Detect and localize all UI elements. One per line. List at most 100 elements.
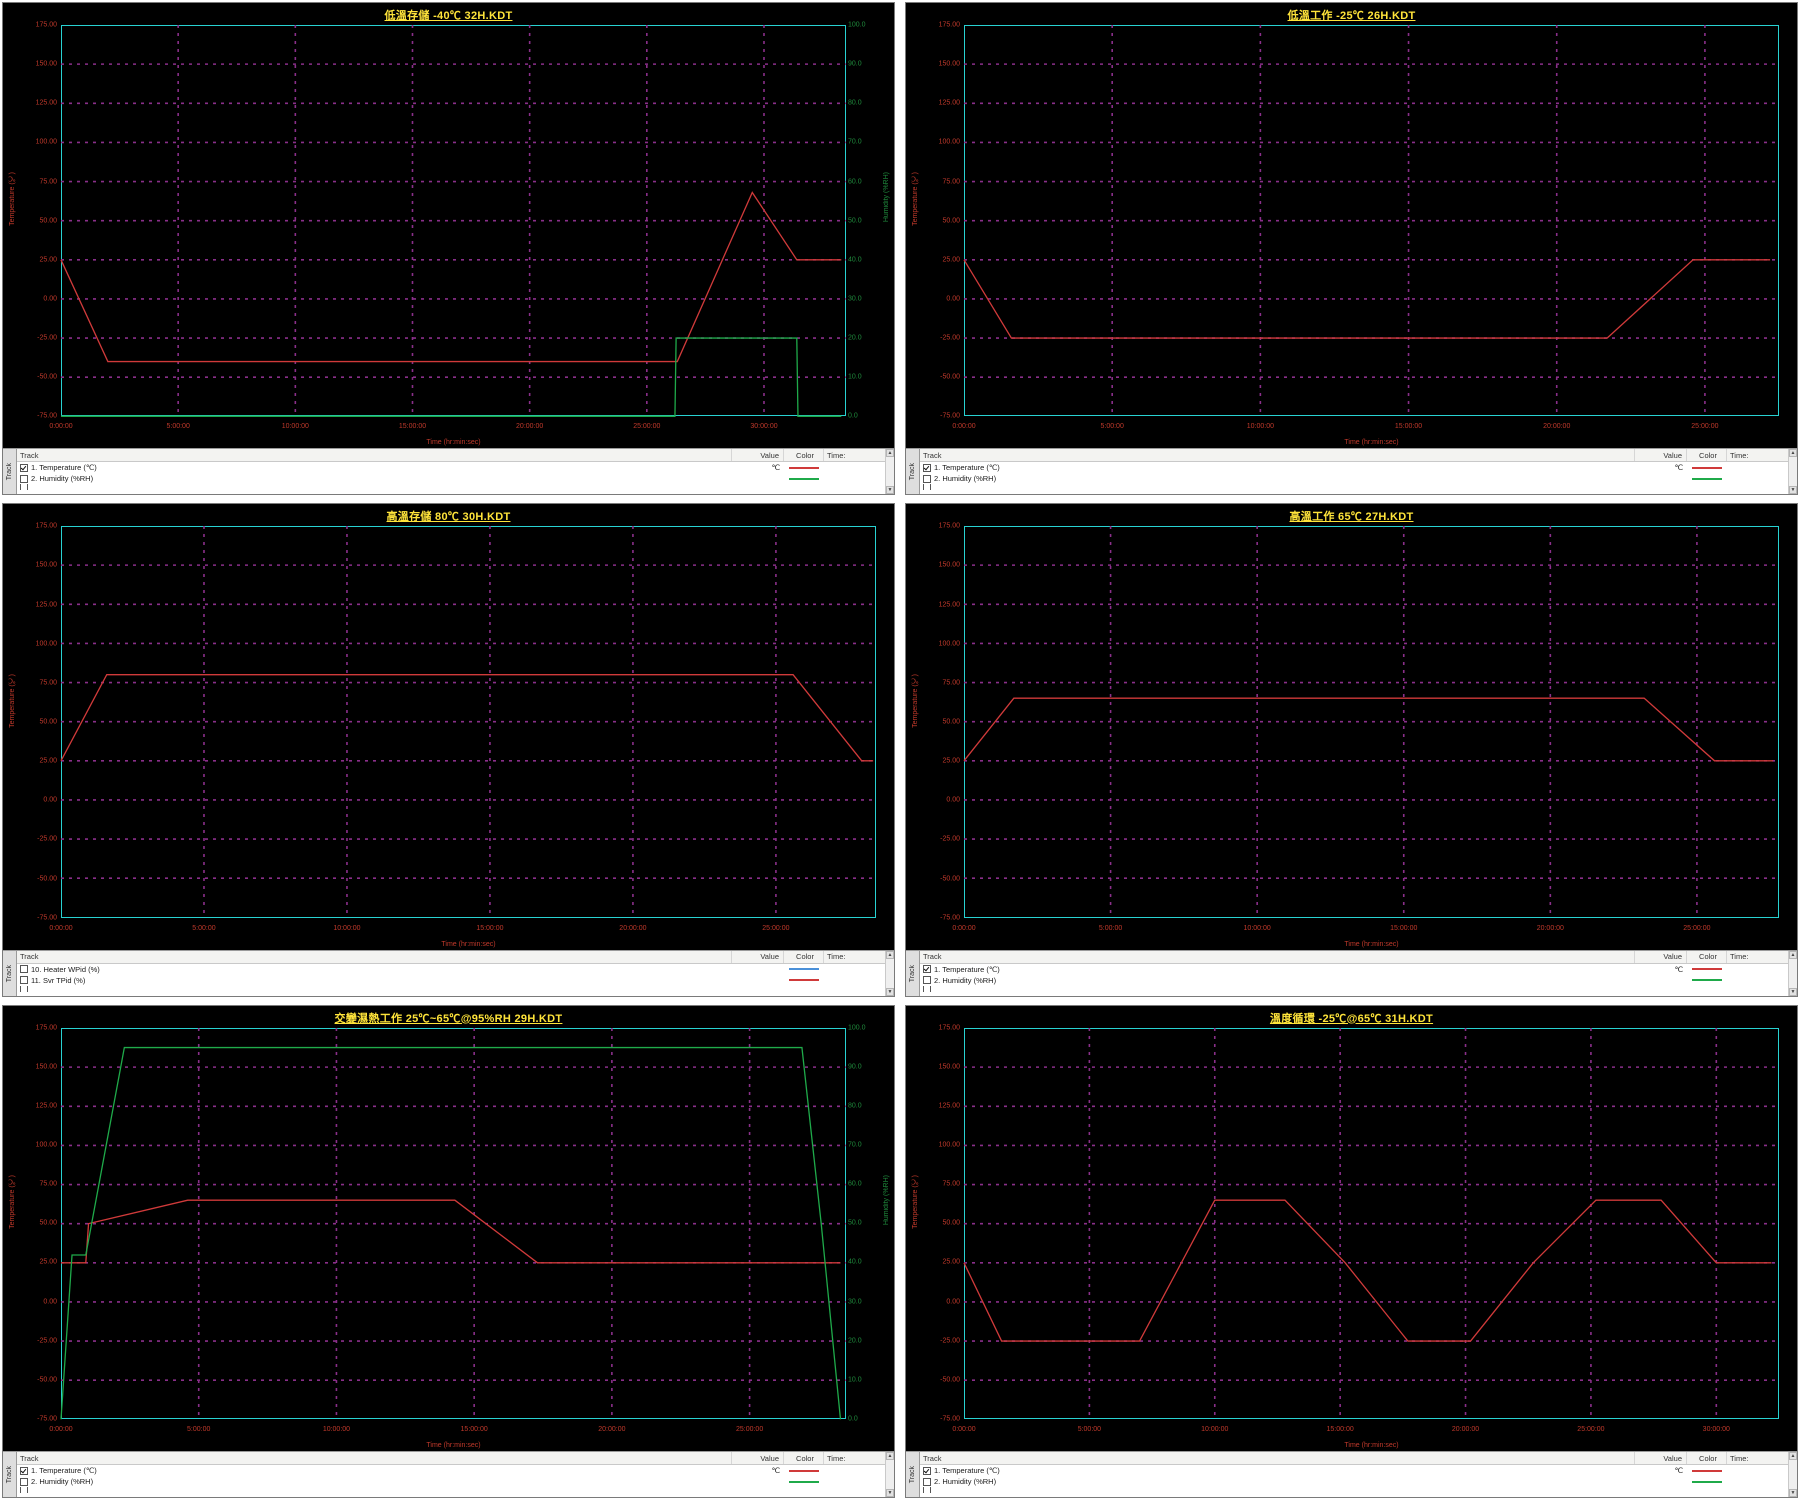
scroll-up-icon[interactable]: ▲ bbox=[1789, 1452, 1797, 1460]
x-tick-label: 15:00:00 bbox=[460, 1426, 488, 1433]
track-tab[interactable]: Track bbox=[906, 1452, 920, 1497]
column-header-value[interactable]: Value bbox=[1635, 950, 1687, 963]
track-table-scrollbar[interactable]: ▲ ▼ bbox=[1788, 950, 1797, 996]
track-table-scrollbar[interactable]: ▲ ▼ bbox=[885, 1452, 894, 1497]
track-tab[interactable]: Track bbox=[3, 950, 17, 996]
track-checkbox[interactable] bbox=[20, 474, 28, 483]
track-row-partial[interactable] bbox=[920, 1487, 1797, 1493]
track-row-partial[interactable] bbox=[920, 484, 1797, 491]
track-color-cell[interactable] bbox=[784, 466, 824, 469]
y-tick-label: 175.00 bbox=[35, 522, 57, 530]
track-row[interactable]: 1. Temperature (℃) ℃ bbox=[17, 1465, 894, 1476]
column-header-color[interactable]: Color bbox=[784, 449, 824, 462]
column-header-value[interactable]: Value bbox=[732, 1452, 784, 1464]
track-color-cell[interactable] bbox=[1687, 979, 1727, 982]
track-row[interactable]: 2. Humidity (%RH) bbox=[920, 1476, 1797, 1487]
scroll-up-icon[interactable]: ▲ bbox=[1789, 950, 1797, 959]
track-tab[interactable]: Track bbox=[3, 449, 17, 495]
track-row-partial[interactable] bbox=[17, 985, 894, 992]
scroll-down-icon[interactable]: ▼ bbox=[1789, 486, 1797, 495]
column-header-time[interactable]: Time: bbox=[824, 449, 894, 462]
track-checkbox[interactable] bbox=[20, 985, 28, 992]
track-table-scrollbar[interactable]: ▲ ▼ bbox=[885, 950, 894, 996]
column-header-value[interactable]: Value bbox=[1635, 449, 1687, 462]
column-header-color[interactable]: Color bbox=[1687, 1452, 1727, 1464]
scroll-up-icon[interactable]: ▲ bbox=[1789, 449, 1797, 458]
column-header-track[interactable]: Track bbox=[17, 1452, 732, 1464]
track-row[interactable]: 1. Temperature (℃) ℃ bbox=[17, 462, 894, 473]
track-color-cell[interactable] bbox=[1687, 466, 1727, 469]
column-header-value[interactable]: Value bbox=[732, 449, 784, 462]
column-header-track[interactable]: Track bbox=[920, 950, 1635, 963]
column-header-value[interactable]: Value bbox=[732, 950, 784, 963]
column-header-color[interactable]: Color bbox=[1687, 950, 1727, 963]
track-row[interactable]: 2. Humidity (%RH) bbox=[17, 473, 894, 484]
track-checkbox[interactable] bbox=[923, 985, 931, 992]
column-header-time[interactable]: Time: bbox=[1727, 449, 1797, 462]
column-header-color[interactable]: Color bbox=[1687, 449, 1727, 462]
track-table-scrollbar[interactable]: ▲ ▼ bbox=[1788, 449, 1797, 495]
column-header-color[interactable]: Color bbox=[784, 1452, 824, 1464]
track-checkbox[interactable] bbox=[923, 1487, 931, 1493]
track-row[interactable]: 1. Temperature (℃) ℃ bbox=[920, 462, 1797, 473]
track-color-cell[interactable] bbox=[784, 979, 824, 982]
column-header-time[interactable]: Time: bbox=[824, 950, 894, 963]
track-color-cell[interactable] bbox=[1687, 968, 1727, 971]
track-row-partial[interactable] bbox=[17, 484, 894, 491]
track-row[interactable]: 2. Humidity (%RH) bbox=[920, 473, 1797, 484]
track-checkbox[interactable] bbox=[20, 965, 28, 974]
column-header-value[interactable]: Value bbox=[1635, 1452, 1687, 1464]
track-checkbox[interactable] bbox=[923, 484, 931, 491]
track-color-cell[interactable] bbox=[1687, 477, 1727, 480]
track-checkbox[interactable] bbox=[20, 463, 28, 472]
track-checkbox[interactable] bbox=[923, 474, 931, 483]
scroll-up-icon[interactable]: ▲ bbox=[886, 449, 894, 458]
track-tab[interactable]: Track bbox=[3, 1452, 17, 1497]
track-row[interactable]: 1. Temperature (℃) ℃ bbox=[920, 1465, 1797, 1476]
track-checkbox[interactable] bbox=[20, 1466, 28, 1475]
track-color-cell[interactable] bbox=[784, 1469, 824, 1472]
track-row[interactable]: 1. Temperature (℃) ℃ bbox=[920, 964, 1797, 975]
column-header-time[interactable]: Time: bbox=[824, 1452, 894, 1464]
scroll-down-icon[interactable]: ▼ bbox=[886, 486, 894, 495]
track-row[interactable]: 10. Heater WPid (%) bbox=[17, 964, 894, 975]
column-header-track[interactable]: Track bbox=[17, 950, 732, 963]
track-color-cell[interactable] bbox=[784, 968, 824, 971]
track-tab[interactable]: Track bbox=[906, 950, 920, 996]
scroll-down-icon[interactable]: ▼ bbox=[1789, 1489, 1797, 1497]
column-header-track[interactable]: Track bbox=[920, 1452, 1635, 1464]
scroll-down-icon[interactable]: ▼ bbox=[1789, 987, 1797, 996]
track-checkbox[interactable] bbox=[923, 1466, 931, 1475]
track-color-cell[interactable] bbox=[784, 1480, 824, 1483]
x-tick-label: 15:00:00 bbox=[1390, 924, 1418, 932]
scroll-down-icon[interactable]: ▼ bbox=[886, 987, 894, 996]
track-checkbox[interactable] bbox=[20, 1477, 28, 1486]
scroll-up-icon[interactable]: ▲ bbox=[886, 950, 894, 959]
track-checkbox[interactable] bbox=[20, 484, 28, 491]
track-checkbox[interactable] bbox=[923, 976, 931, 985]
scroll-up-icon[interactable]: ▲ bbox=[886, 1452, 894, 1460]
column-header-track[interactable]: Track bbox=[920, 449, 1635, 462]
track-checkbox[interactable] bbox=[923, 965, 931, 974]
track-color-cell[interactable] bbox=[1687, 1480, 1727, 1483]
track-row[interactable]: 2. Humidity (%RH) bbox=[920, 975, 1797, 986]
track-checkbox[interactable] bbox=[20, 1487, 28, 1493]
track-checkbox[interactable] bbox=[20, 976, 28, 985]
track-checkbox[interactable] bbox=[923, 1477, 931, 1486]
track-row[interactable]: 2. Humidity (%RH) bbox=[17, 1476, 894, 1487]
x-tick-label: 15:00:00 bbox=[398, 423, 427, 431]
track-row-partial[interactable] bbox=[17, 1487, 894, 1493]
track-row-partial[interactable] bbox=[920, 985, 1797, 992]
scroll-down-icon[interactable]: ▼ bbox=[886, 1489, 894, 1497]
track-row[interactable]: 11. Svr TPid (%) bbox=[17, 975, 894, 986]
column-header-color[interactable]: Color bbox=[784, 950, 824, 963]
track-table-scrollbar[interactable]: ▲ ▼ bbox=[885, 449, 894, 495]
column-header-track[interactable]: Track bbox=[17, 449, 732, 462]
track-table-scrollbar[interactable]: ▲ ▼ bbox=[1788, 1452, 1797, 1497]
column-header-time[interactable]: Time: bbox=[1727, 1452, 1797, 1464]
track-checkbox[interactable] bbox=[923, 463, 931, 472]
column-header-time[interactable]: Time: bbox=[1727, 950, 1797, 963]
track-color-cell[interactable] bbox=[1687, 1469, 1727, 1472]
track-tab[interactable]: Track bbox=[906, 449, 920, 495]
track-color-cell[interactable] bbox=[784, 477, 824, 480]
